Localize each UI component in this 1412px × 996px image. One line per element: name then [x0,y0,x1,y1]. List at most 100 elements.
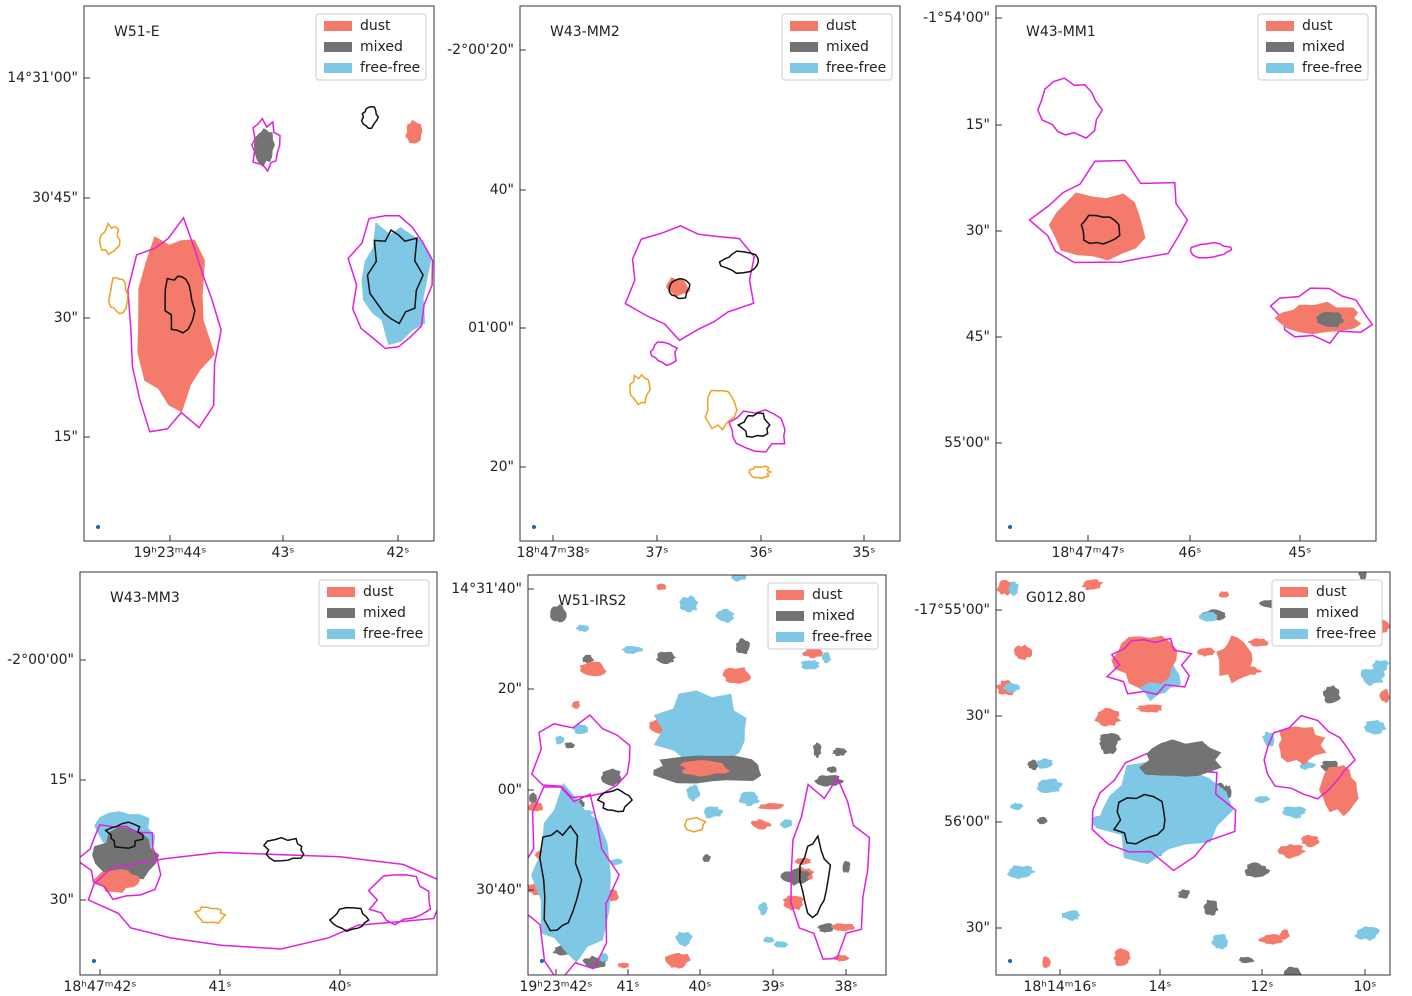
emission-region [757,803,785,810]
y-tick-label: 30" [966,708,990,724]
emission-region [104,821,144,849]
emission-region [1036,778,1063,794]
y-tick-label: 30" [966,223,990,239]
legend-label: free-free [1316,626,1376,642]
legend-swatch [324,63,352,73]
emission-region [1112,793,1166,845]
legend-label: free-free [1302,60,1362,76]
y-tick-label: 30" [50,892,74,908]
panel-title: W43-MM1 [1026,24,1096,40]
emission-region [675,931,693,947]
frame [995,571,1391,976]
map [98,105,434,433]
emission-region [629,373,651,406]
x-tick-label: 14ˢ [1148,979,1171,995]
y-tick-label: -17°55'00" [914,602,990,618]
legend-swatch [776,632,804,642]
legend-label: mixed [360,39,403,55]
emission-region [1244,862,1271,878]
x-tick-label: 12ˢ [1250,979,1273,995]
emission-region [564,741,575,749]
emission-region [814,775,844,787]
frame [79,571,438,976]
legend-swatch [776,611,804,621]
y-tick-label: -2°00'20" [447,42,514,58]
legend-swatch [790,21,818,31]
emission-region [655,651,676,664]
beam [1008,959,1012,963]
emission-region [715,608,735,624]
emission-region [1080,214,1121,245]
emission-region [529,792,537,805]
emission-region [649,341,679,367]
emission-region [1216,635,1253,684]
x-tick-label: 18ʰ47ᵐ42ˢ [63,979,136,995]
emission-region [702,853,711,862]
legend-swatch [776,590,804,600]
emission-region [617,962,630,969]
emission-region [571,724,589,735]
emission-region [817,923,834,933]
y-tick-label: 30'40" [476,882,522,898]
emission-region [1036,77,1104,139]
emission-region [794,858,812,865]
emission-region [253,128,275,167]
emission-region [367,874,432,926]
y-tick-label: 15" [50,772,74,788]
panel-title: W51-E [114,24,160,40]
x-tick-label: 35ˢ [852,545,875,561]
emission-region [718,250,760,275]
emission-region [1360,668,1385,687]
emission-region [664,953,691,969]
beam [96,525,100,529]
emission-region [1282,806,1307,819]
y-tick-label: 20" [490,459,514,475]
emission-region [624,224,756,342]
emission-region [366,229,424,325]
legend-label: free-free [363,626,423,642]
emission-region [685,784,701,802]
emission-region [750,819,772,830]
emission-region [347,215,434,350]
emission-region [802,647,824,659]
emission-region [361,222,432,346]
emission-region [579,661,607,677]
emission-region [736,412,771,438]
map [624,224,786,480]
emission-region [1254,796,1270,804]
emission-region [531,782,611,963]
emission-region [703,806,723,819]
y-tick-label: -1°54'00" [923,10,990,26]
y-tick-label: -2°00'00" [7,652,74,668]
emission-region [1358,572,1367,580]
emission-region [1135,704,1163,713]
x-tick-label: 39ˢ [761,979,784,995]
panel-title: W51-IRS2 [558,593,626,609]
frame [83,5,435,542]
emission-region [528,786,620,975]
x-tick-label: 19ʰ23ᵐ44ˢ [133,545,206,561]
emission-region [262,836,305,862]
emission-region [735,637,750,655]
beam [1008,525,1012,529]
emission-region [80,823,162,901]
emission-region [773,941,789,948]
emission-region [360,105,380,130]
y-tick-label: 56'00" [944,814,990,830]
emission-region [1211,934,1229,950]
emission-region [799,834,832,919]
x-tick-label: 43ˢ [271,545,294,561]
emission-region [679,760,730,777]
emission-region [1139,739,1222,777]
emission-region [87,851,437,950]
y-tick-label: 30'45" [32,190,78,206]
legend-swatch [1280,608,1308,618]
legend-swatch [324,42,352,52]
emission-region [728,408,786,453]
emission-region [1263,714,1357,800]
y-tick-label: 14°31'40" [451,581,522,597]
emission-region [1028,159,1189,264]
emission-region [1036,816,1048,825]
panel-title: W43-MM2 [550,24,620,40]
